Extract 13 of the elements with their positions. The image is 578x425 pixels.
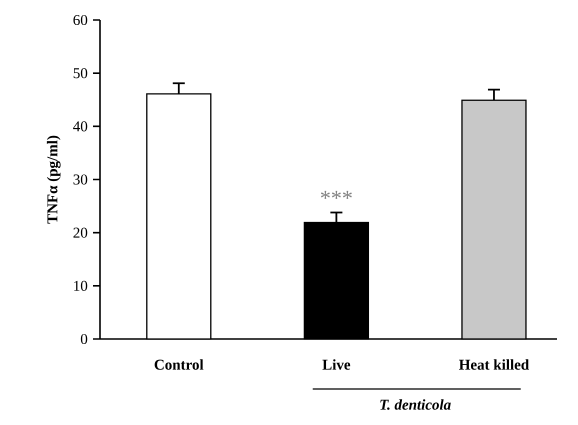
y-axis-title: TNFα (pg/ml) — [46, 136, 61, 224]
x-tick-label: Control — [154, 359, 204, 370]
y-tick-label: 0 — [80, 334, 88, 344]
text: T. denticola — [380, 399, 451, 410]
y-tick-label: 50 — [74, 68, 88, 78]
x-tick-label: Heat killed — [459, 359, 529, 370]
annotation: *** — [320, 190, 352, 199]
y-tick-label: 30 — [74, 174, 88, 185]
y-tick-label: 20 — [73, 228, 88, 238]
y-tick-label: 40 — [73, 121, 88, 132]
y-tick-label: 10 — [74, 280, 88, 291]
y-tick-label: 60 — [73, 14, 88, 26]
x-tick-label: Live — [322, 359, 350, 370]
